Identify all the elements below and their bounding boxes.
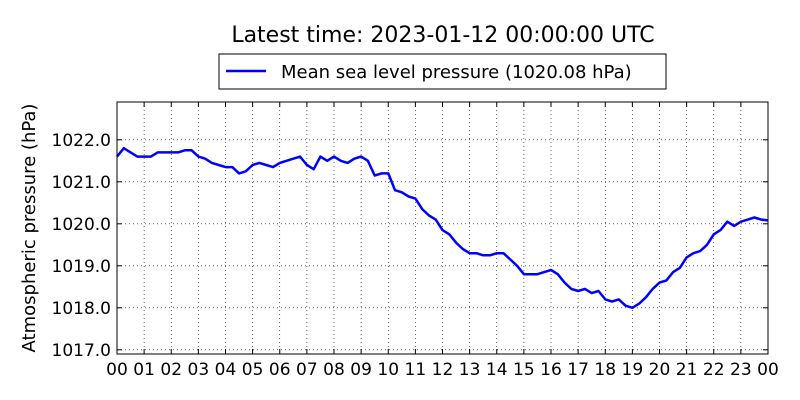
x-tick-label: 04 <box>215 360 237 380</box>
ticks: 00 01 02 03 04 05 06 07 08 09 10 11 12 13 14 15 16 17 18 19… <box>52 102 779 380</box>
x-tick-label: 20 <box>649 360 671 380</box>
x-tick-label: 16 <box>540 360 562 380</box>
y-tick-label: 1022.0 <box>52 131 111 151</box>
y-tick-label: 1020.0 <box>52 215 111 235</box>
x-tick-label: 01 <box>133 360 155 380</box>
legend: Mean sea level pressure (1020.08 hPa) <box>218 53 667 90</box>
pressure-series-line <box>116 146 769 310</box>
y-tick-label: 1017.0 <box>52 341 111 361</box>
y-tick-label: 1018.0 <box>52 299 111 319</box>
x-tick-label: 19 <box>622 360 644 380</box>
x-tick-label: 15 <box>513 360 535 380</box>
x-tick-label: 21 <box>676 360 698 380</box>
x-tick-label: 17 <box>567 360 589 380</box>
x-tick-label: 02 <box>160 360 182 380</box>
y-axis-label: Atmospheric pressure (hPa) <box>19 104 40 353</box>
x-tick-label: 09 <box>350 360 372 380</box>
y-tick-label: 1019.0 <box>52 257 111 277</box>
x-tick-label: 23 <box>730 360 752 380</box>
x-tick-label: 05 <box>242 360 264 380</box>
x-tick-label: 13 <box>459 360 481 380</box>
x-tick-label: 12 <box>432 360 454 380</box>
y-tick-label: 1021.0 <box>52 173 111 193</box>
x-tick-label: 07 <box>296 360 318 380</box>
x-tick-label: 18 <box>594 360 616 380</box>
x-tick-label: 14 <box>486 360 508 380</box>
legend-label: Mean sea level pressure (1020.08 hPa) <box>281 62 632 83</box>
x-tick-label: 03 <box>188 360 210 380</box>
legend-box <box>218 53 667 90</box>
x-tick-label: 00 <box>757 360 779 380</box>
series-layer <box>116 146 769 310</box>
x-tick-label: 22 <box>703 360 725 380</box>
x-tick-label: 00 <box>106 360 128 380</box>
x-tick-label: 11 <box>405 360 427 380</box>
chart-title: Latest time: 2023-01-12 00:00:00 UTC <box>231 23 654 48</box>
x-tick-label: 10 <box>377 360 399 380</box>
x-tick-label: 06 <box>269 360 291 380</box>
x-tick-label: 08 <box>323 360 345 380</box>
